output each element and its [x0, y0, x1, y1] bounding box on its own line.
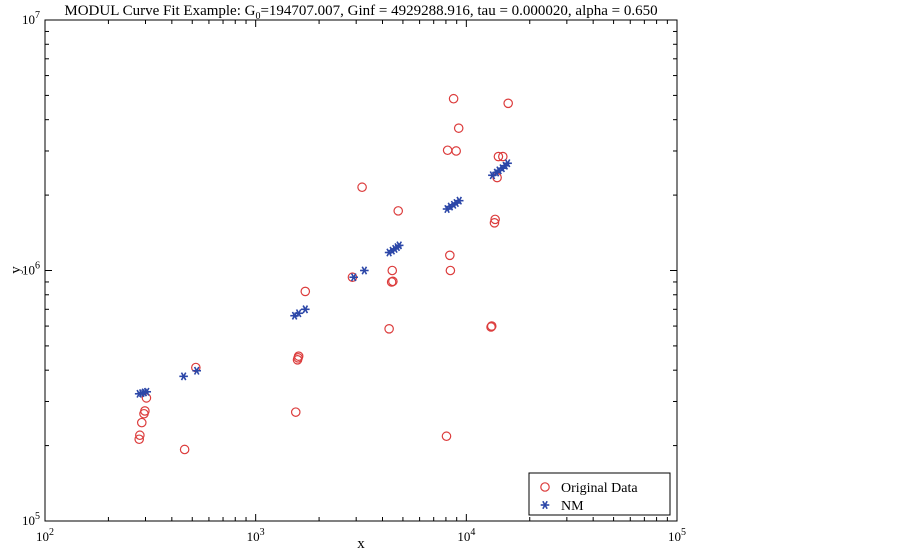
x-axis-label: x [357, 536, 365, 551]
original-data-point [357, 182, 367, 193]
nm-point [300, 305, 310, 314]
original-data-point [489, 218, 500, 228]
legend: Original Data NM [528, 472, 671, 516]
nm-point [349, 273, 359, 282]
original-data-point [451, 146, 461, 156]
x-tick-label: 103 [247, 527, 265, 544]
data-series [134, 93, 513, 455]
x-tick-label: 102 [36, 527, 54, 544]
nm-point [503, 159, 512, 168]
legend-asterisk-marker [540, 500, 550, 510]
nm-point [360, 266, 369, 275]
x-tick-label: 104 [457, 527, 475, 544]
original-data-point [493, 151, 504, 162]
original-data-point [300, 286, 311, 297]
original-data-point [293, 351, 304, 361]
original-data-point [140, 406, 150, 416]
nm-point [142, 387, 152, 396]
original-data-point [486, 321, 497, 331]
original-data-point [387, 265, 398, 276]
legend-label-original-data: Original Data [561, 481, 638, 496]
legend-label-nm: NM [561, 499, 584, 514]
original-data-point [179, 444, 190, 455]
original-data-point [134, 434, 145, 445]
original-data-series [134, 93, 513, 455]
original-data-point [136, 417, 147, 428]
original-data-point [498, 151, 508, 162]
x-tick-label: 105 [668, 527, 686, 544]
original-data-point [445, 265, 456, 276]
original-data-point [503, 98, 513, 109]
nm-fit-series [134, 159, 512, 398]
y-tick-label: 106 [22, 261, 40, 278]
nm-point [454, 196, 464, 205]
axis-tick-labels: 102 103 104 105 105 106 107 [22, 10, 686, 544]
nm-point [294, 309, 303, 318]
y-axis-label: y [8, 266, 24, 274]
nm-point [394, 241, 404, 250]
chart-title: MODUL Curve Fit Example: G0=194707.007, … [64, 3, 657, 22]
original-data-point [448, 93, 459, 104]
original-data-point [445, 250, 455, 261]
nm-point [192, 366, 202, 375]
original-data-point [453, 123, 464, 133]
original-data-point [441, 431, 452, 442]
original-data-point [290, 407, 301, 417]
y-tick-label: 107 [22, 10, 40, 27]
original-data-point [384, 324, 394, 334]
original-data-point [393, 206, 404, 216]
original-data-point [135, 430, 145, 441]
legend-box [528, 472, 671, 516]
axis-ticks [44, 20, 677, 522]
original-data-point [388, 276, 398, 287]
original-data-point [486, 322, 496, 332]
original-data-point [490, 214, 500, 225]
legend-circle-marker [540, 482, 550, 492]
y-tick-label: 105 [22, 511, 40, 528]
nm-point [179, 372, 188, 381]
